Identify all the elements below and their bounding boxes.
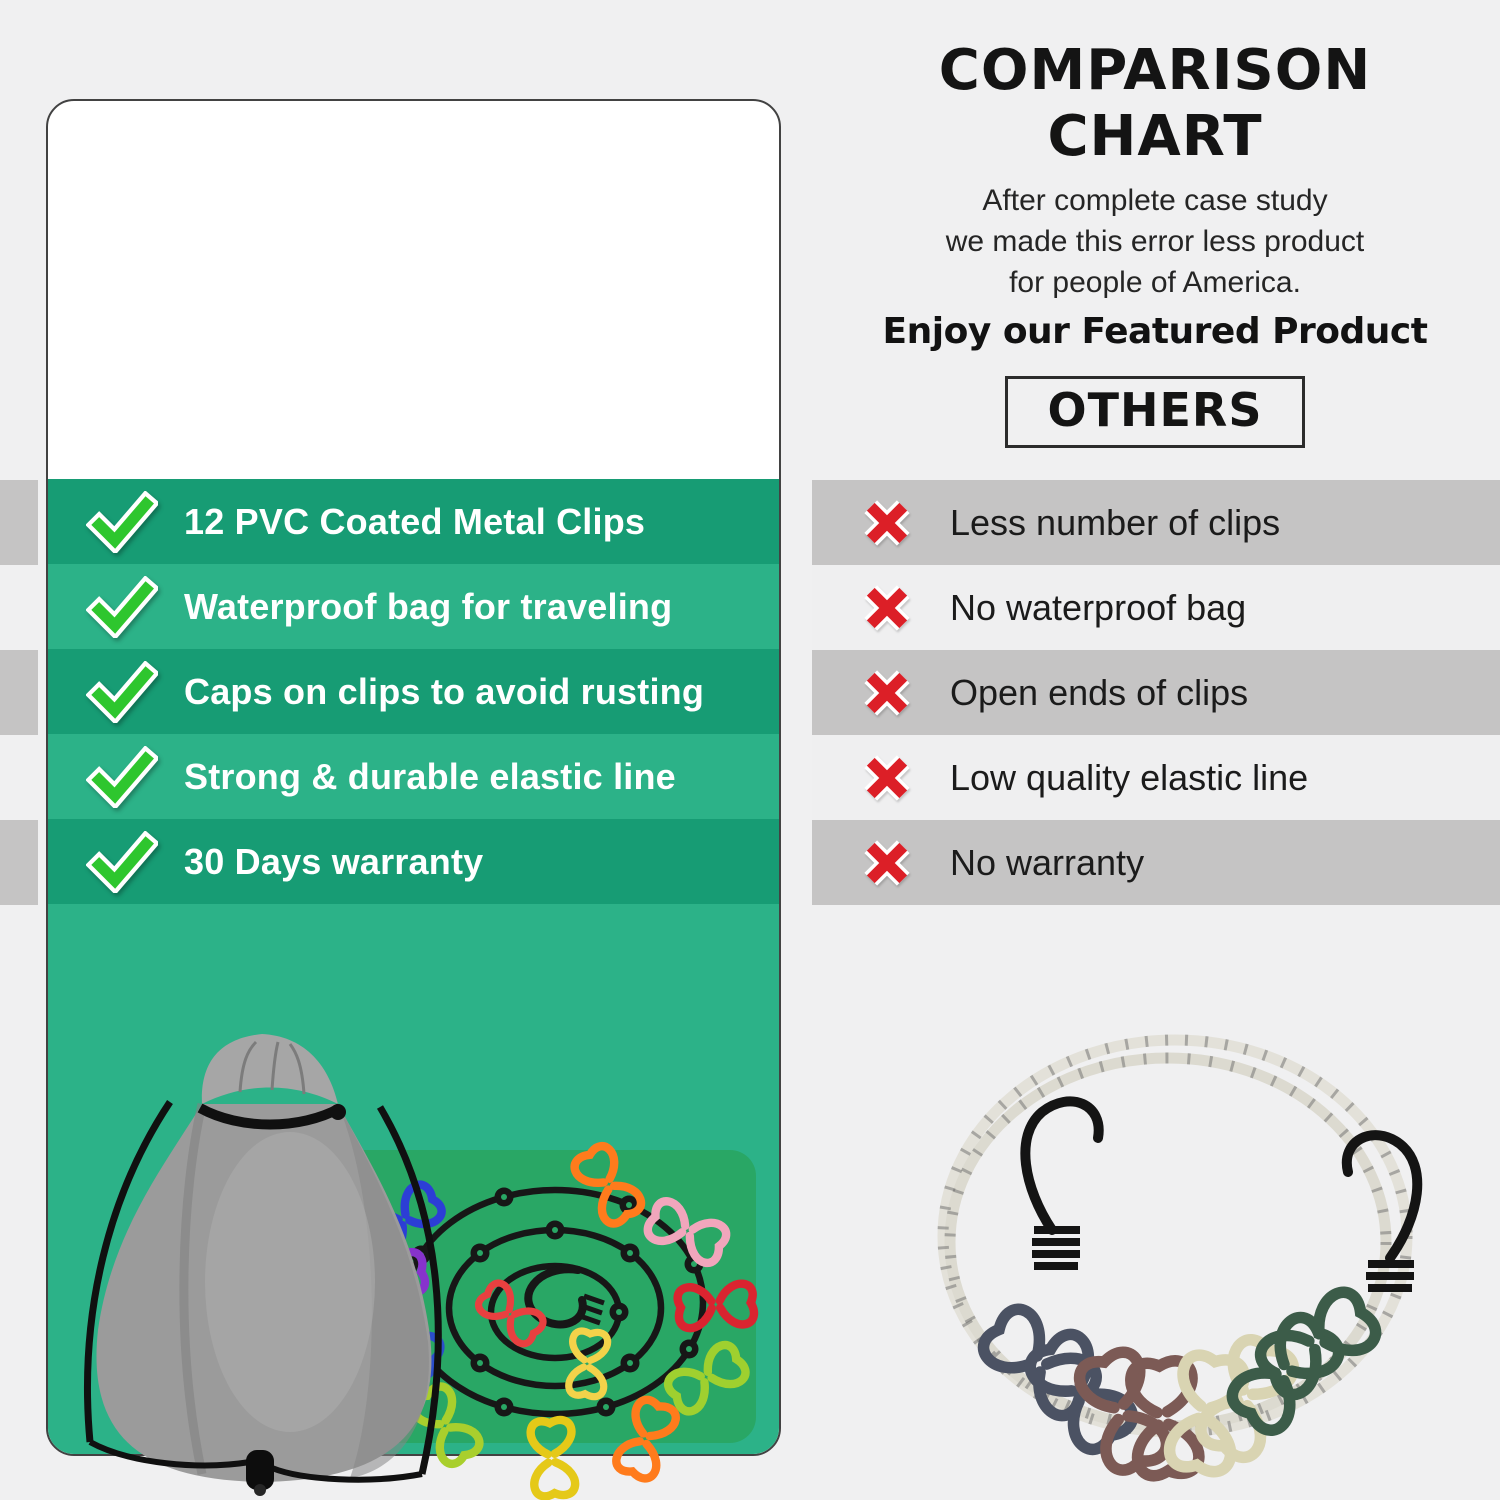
edge-stripe xyxy=(0,820,38,905)
cross-icon xyxy=(864,584,910,631)
subtitle-line1: After complete case study xyxy=(982,184,1328,217)
feature-label: Caps on clips to avoid rusting xyxy=(184,670,705,712)
feature-row: 12 PVC Coated Metal Clips xyxy=(48,479,779,564)
check-icon xyxy=(86,660,158,723)
tagline: Enjoy our Featured Product xyxy=(882,311,1428,352)
others-label: Open ends of clips xyxy=(950,671,1249,713)
check-icon xyxy=(86,575,158,638)
others-row: Open ends of clips xyxy=(812,650,1500,735)
cord-toggle xyxy=(246,1450,274,1490)
edge-stripe xyxy=(0,480,38,565)
end-hooks xyxy=(1020,1096,1423,1292)
feature-row: Caps on clips to avoid rusting xyxy=(48,649,779,734)
others-label: Less number of clips xyxy=(950,501,1281,543)
feature-label: 12 PVC Coated Metal Clips xyxy=(184,500,646,542)
right-header: COMPARISON CHART After complete case stu… xyxy=(810,38,1500,448)
others-row: No waterproof bag xyxy=(812,565,1500,650)
cross-icon xyxy=(864,669,910,716)
featured-product-photo xyxy=(84,1034,795,1500)
subtitle-line2: we made this error less product xyxy=(945,225,1365,258)
others-row: Low quality elastic line xyxy=(812,735,1500,820)
feature-label: 30 Days warranty xyxy=(184,840,484,882)
others-product-photo xyxy=(937,1034,1423,1488)
check-icon xyxy=(86,745,158,808)
feature-label: Strong & durable elastic line xyxy=(184,755,676,797)
check-icon xyxy=(86,490,158,553)
cross-icon xyxy=(864,754,910,801)
subtitle-line3: for people of America. xyxy=(1009,266,1301,299)
cross-icon xyxy=(864,499,910,546)
feature-row: Waterproof bag for traveling xyxy=(48,564,779,649)
others-label: No warranty xyxy=(950,841,1145,883)
feature-row: 30 Days warranty xyxy=(48,819,779,904)
others-row: Less number of clips xyxy=(812,480,1500,565)
check-icon xyxy=(86,830,158,893)
subtitle: After complete case study we made this e… xyxy=(810,180,1500,303)
drawstring-bag xyxy=(84,1034,442,1496)
cross-icon xyxy=(864,839,910,886)
others-row: No warranty xyxy=(812,820,1500,905)
title-line2: CHART xyxy=(1047,104,1263,169)
title-line1: COMPARISON xyxy=(938,38,1372,103)
others-label: No waterproof bag xyxy=(950,586,1247,628)
others-label: Low quality elastic line xyxy=(950,756,1309,798)
page-title: COMPARISON CHART xyxy=(810,38,1500,170)
others-heading: OTHERS xyxy=(1004,376,1306,448)
feature-row: Strong & durable elastic line xyxy=(48,734,779,819)
edge-stripe xyxy=(0,650,38,735)
feature-label: Waterproof bag for traveling xyxy=(184,585,673,627)
